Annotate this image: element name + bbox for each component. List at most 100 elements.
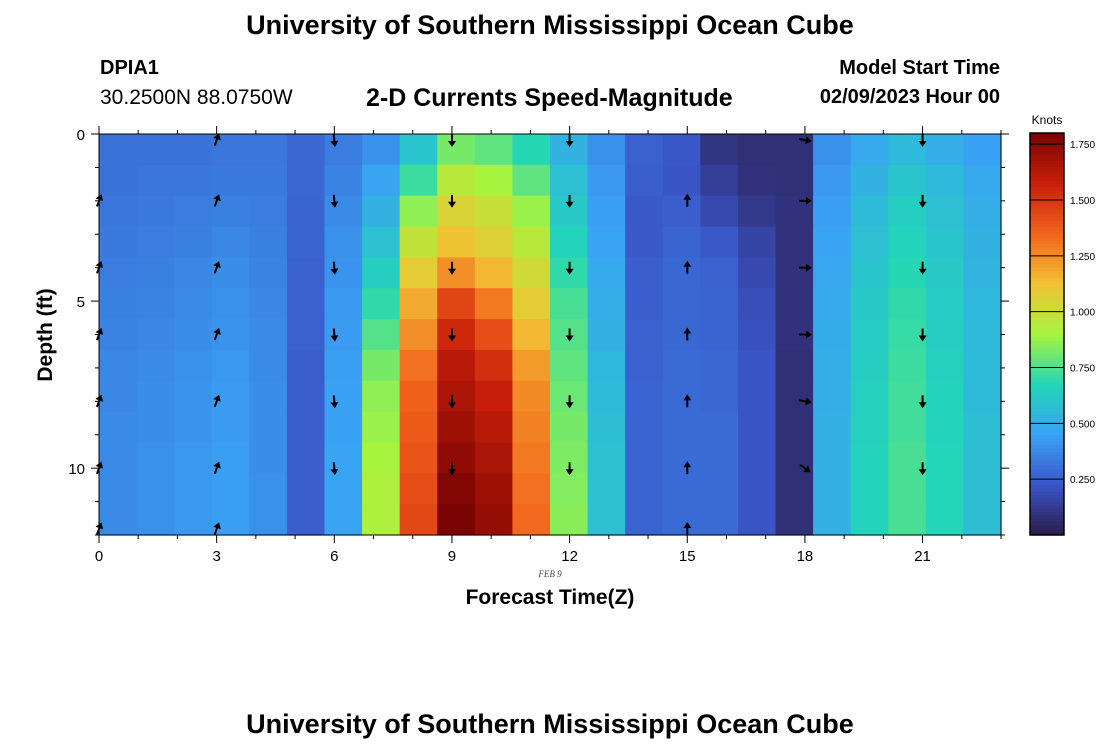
current-vector-arrow bbox=[213, 327, 221, 341]
colorbar-segment bbox=[1030, 478, 1064, 482]
heatmap-cell bbox=[362, 349, 401, 382]
heatmap-cell bbox=[625, 504, 664, 536]
arrow-head bbox=[918, 268, 927, 275]
heatmap-cell bbox=[625, 319, 664, 351]
heatmap-cell bbox=[625, 257, 664, 289]
heatmap-cell bbox=[286, 288, 326, 320]
arrow-head bbox=[683, 461, 692, 468]
heatmap-cell bbox=[662, 411, 701, 444]
colorbar-segment bbox=[1030, 146, 1064, 151]
y-tick-label: 0 bbox=[77, 127, 85, 144]
heatmap-cell bbox=[587, 411, 626, 444]
heatmap-cell bbox=[362, 442, 401, 474]
heatmap-cell bbox=[888, 473, 927, 505]
heatmap-cell bbox=[888, 288, 927, 320]
colorbar-segment bbox=[1030, 457, 1064, 462]
current-vector-arrow bbox=[565, 395, 574, 409]
heatmap-cell bbox=[512, 442, 551, 474]
colorbar-segment bbox=[1030, 461, 1064, 466]
heatmap-cell bbox=[963, 349, 1002, 382]
colorbar-segment bbox=[1030, 179, 1064, 184]
colorbar-segment bbox=[1030, 484, 1064, 489]
heatmap-cell bbox=[700, 288, 739, 320]
heatmap-cell bbox=[737, 319, 777, 351]
colorbar-tick-label: 1.750 bbox=[1070, 140, 1095, 151]
colorbar-segment bbox=[1030, 210, 1064, 214]
colorbar-segment bbox=[1030, 374, 1064, 379]
heatmap-cell bbox=[625, 473, 664, 505]
heatmap-cell bbox=[850, 257, 889, 289]
heatmap-cell bbox=[625, 195, 664, 228]
colorbar-segment bbox=[1030, 508, 1064, 513]
colorbar-tick-label: 0.250 bbox=[1070, 475, 1095, 486]
heatmap-cell bbox=[211, 504, 250, 536]
heatmap-cell bbox=[211, 349, 250, 382]
station-id: DPIA1 bbox=[100, 57, 159, 79]
heatmap-cell bbox=[700, 442, 739, 474]
colorbar-segment bbox=[1030, 189, 1064, 194]
colorbar-segment bbox=[1030, 531, 1064, 536]
heatmap-cell bbox=[625, 380, 664, 413]
colorbar-segment bbox=[1030, 340, 1064, 345]
heatmap-cell bbox=[437, 442, 476, 474]
current-vector-arrow bbox=[330, 133, 339, 147]
heatmap-cell bbox=[625, 442, 664, 474]
heatmap-cell bbox=[437, 319, 476, 351]
colorbar-segment bbox=[1030, 156, 1064, 161]
heatmap-cell bbox=[99, 288, 138, 320]
heatmap-cell bbox=[888, 164, 927, 197]
colorbar-segment bbox=[1030, 236, 1064, 241]
heatmap-cell bbox=[286, 473, 326, 505]
colorbar-segment bbox=[1030, 444, 1064, 449]
heatmap-cell bbox=[136, 319, 175, 351]
colorbar-segment bbox=[1030, 226, 1064, 231]
colorbar-segment bbox=[1030, 307, 1064, 312]
arrow-head bbox=[330, 335, 339, 342]
heatmap-cell bbox=[136, 226, 175, 258]
current-vector-arrow bbox=[918, 261, 927, 275]
heatmap-cell bbox=[99, 226, 138, 258]
heatmap-cell bbox=[99, 134, 138, 166]
heatmap-cell bbox=[362, 164, 401, 197]
heatmap-cell bbox=[474, 411, 514, 444]
heatmap-cell bbox=[249, 349, 288, 382]
heatmap-cell bbox=[963, 473, 1002, 505]
colorbar-segment bbox=[1030, 431, 1064, 435]
heatmap-cell bbox=[775, 349, 814, 382]
colorbar-segment bbox=[1030, 206, 1064, 211]
heatmap-cell bbox=[737, 411, 777, 444]
y-tick-label: 10 bbox=[68, 461, 85, 478]
current-vector-arrow bbox=[683, 522, 692, 535]
heatmap-cell bbox=[700, 473, 739, 505]
colorbar-segment bbox=[1030, 427, 1064, 432]
colorbar-segment bbox=[1030, 280, 1064, 285]
heatmap-cell bbox=[813, 411, 852, 444]
heatmap-cell bbox=[737, 288, 777, 320]
arrow-head bbox=[330, 468, 339, 476]
colorbar-segment bbox=[1030, 260, 1064, 265]
heatmap-cell bbox=[737, 164, 777, 197]
heatmap-cell bbox=[587, 442, 626, 474]
arrow-head bbox=[803, 465, 811, 473]
x-tick-label: 18 bbox=[797, 548, 814, 565]
heatmap-cell bbox=[737, 473, 777, 505]
colorbar-segment bbox=[1030, 297, 1064, 301]
heatmap-cell bbox=[813, 164, 852, 197]
heatmap-cell bbox=[512, 319, 551, 351]
current-vector-arrow bbox=[213, 461, 221, 475]
current-vector-arrow bbox=[918, 328, 927, 342]
current-vector-arrow bbox=[918, 134, 927, 147]
colorbar-units-label: Knots bbox=[1032, 113, 1063, 127]
current-vector-arrow bbox=[330, 395, 339, 409]
colorbar: 0.250 0.500 0.750 1.000 1.250 1.500 1.750 bbox=[1029, 132, 1095, 536]
heatmap-cell bbox=[775, 504, 814, 536]
current-vector-arrow bbox=[798, 397, 812, 406]
heatmap-cell bbox=[925, 134, 965, 166]
heatmap-cell bbox=[324, 195, 363, 228]
colorbar-segment bbox=[1030, 514, 1064, 519]
arrow-head bbox=[448, 402, 456, 409]
current-vector-arrow bbox=[330, 462, 339, 476]
heatmap-cell bbox=[888, 380, 927, 413]
current-vector-arrow bbox=[448, 134, 456, 147]
arrow-head bbox=[213, 522, 221, 530]
